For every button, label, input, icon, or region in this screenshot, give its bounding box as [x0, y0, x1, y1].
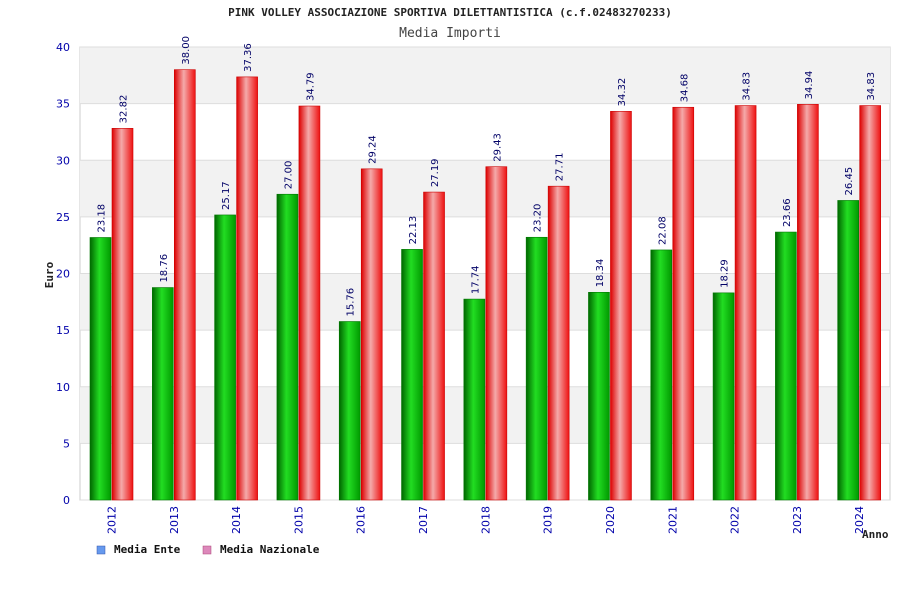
bar-media-nazionale-2023 [797, 104, 819, 501]
bar-media-ente-2023 [775, 231, 797, 501]
x-tick-label-2020: 2020 [604, 506, 617, 534]
bars [89, 69, 881, 501]
data-label-media-ente-2019: 23.20 [533, 204, 544, 233]
y-tick-label: 5 [63, 437, 70, 450]
data-label-media-ente-2018: 17.74 [470, 265, 481, 294]
x-tick-label-2018: 2018 [479, 506, 492, 534]
data-label-media-nazionale-2016: 29.24 [368, 135, 379, 164]
x-tick-label-2022: 2022 [729, 506, 742, 534]
data-label-media-nazionale-2021: 34.68 [679, 74, 690, 103]
y-tick-label: 20 [56, 268, 70, 281]
bar-media-ente-2018 [463, 298, 486, 501]
data-label-media-ente-2022: 18.29 [720, 259, 731, 288]
grid-band [80, 160, 890, 217]
x-tick-label-2017: 2017 [417, 506, 430, 534]
data-label-media-nazionale-2017: 27.19 [430, 158, 441, 187]
bar-media-ente-2014 [214, 214, 236, 501]
bar-media-ente-2012 [89, 237, 112, 501]
y-tick-label: 30 [56, 154, 70, 167]
bar-media-ente-2024 [837, 200, 859, 501]
y-tick-label: 15 [56, 324, 70, 337]
bar-media-nazionale-2018 [485, 166, 508, 501]
data-label-media-nazionale-2024: 34.83 [866, 72, 877, 101]
data-label-media-nazionale-2013: 38.00 [181, 36, 192, 65]
legend: Media Ente Media Nazionale [96, 543, 320, 556]
y-tick-label: 10 [56, 381, 70, 394]
chart-title: PINK VOLLEY ASSOCIAZIONE SPORTIVA DILETT… [228, 6, 672, 19]
data-labels: 23.18 32.82 18.76 38.00 25.17 37.36 27.00 34.79… [97, 36, 878, 317]
bar-media-ente-2015 [276, 193, 299, 501]
bar-media-nazionale-2017 [423, 191, 445, 501]
data-label-media-ente-2014: 25.17 [221, 181, 232, 210]
legend-label-media-nazionale: Media Nazionale [220, 543, 320, 556]
x-tick-label-2019: 2019 [542, 506, 555, 534]
x-tick-label-2012: 2012 [106, 506, 119, 534]
y-axis-ticks: 0 5 10 15 20 25 30 35 40 [56, 41, 70, 507]
data-label-media-ente-2012: 23.18 [97, 204, 108, 233]
bar-media-nazionale-2015 [298, 105, 321, 501]
x-axis-ticks: 2012 2013 2014 2015 2016 2017 2018 2019 2020 2021… [106, 506, 867, 534]
bar-media-ente-2017 [401, 249, 423, 501]
bar-media-nazionale-2014 [236, 76, 258, 501]
legend-swatch-media-nazionale [202, 545, 212, 555]
bar-media-ente-2013 [152, 287, 174, 501]
data-label-media-ente-2021: 22.08 [657, 216, 668, 245]
bar-media-nazionale-2016 [360, 168, 383, 501]
data-label-media-nazionale-2018: 29.43 [492, 133, 503, 162]
x-tick-label-2014: 2014 [230, 506, 243, 534]
bar-media-nazionale-2012 [111, 128, 134, 501]
grid-band [80, 47, 890, 104]
data-label-media-nazionale-2019: 27.71 [555, 153, 566, 182]
x-tick-label-2016: 2016 [355, 506, 368, 534]
x-tick-label-2024: 2024 [853, 506, 866, 534]
data-label-media-ente-2016: 15.76 [346, 288, 357, 317]
bar-media-ente-2022 [712, 292, 735, 501]
data-label-media-ente-2013: 18.76 [159, 254, 170, 283]
y-tick-label: 25 [56, 211, 70, 224]
data-label-media-nazionale-2023: 34.94 [804, 71, 815, 100]
bar-media-nazionale-2024 [859, 105, 881, 501]
data-label-media-nazionale-2022: 34.83 [742, 72, 753, 101]
y-axis-label: Euro [43, 261, 56, 288]
data-label-media-ente-2017: 22.13 [408, 216, 419, 245]
y-tick-label: 35 [56, 98, 70, 111]
x-axis-label: Anno [862, 528, 889, 541]
x-tick-label-2015: 2015 [292, 506, 305, 534]
data-label-media-nazionale-2020: 34.32 [617, 78, 628, 107]
data-label-media-ente-2020: 18.34 [595, 259, 606, 288]
y-tick-label: 40 [56, 41, 70, 54]
data-label-media-ente-2024: 26.45 [844, 167, 855, 196]
data-label-media-nazionale-2012: 32.82 [119, 95, 130, 124]
bar-media-ente-2021 [650, 249, 673, 501]
data-label-media-ente-2023: 23.66 [782, 198, 793, 227]
bar-media-nazionale-2022 [734, 105, 757, 501]
bar-media-ente-2016 [338, 321, 361, 501]
bar-media-ente-2019 [525, 236, 548, 501]
data-label-media-nazionale-2015: 34.79 [305, 72, 316, 101]
legend-swatch-media-ente [96, 545, 106, 555]
bar-media-nazionale-2020 [610, 111, 632, 501]
bar-media-nazionale-2019 [547, 185, 570, 501]
bar-media-nazionale-2021 [672, 106, 695, 501]
x-tick-label-2021: 2021 [666, 506, 679, 534]
chart-subtitle: Media Importi [399, 26, 501, 41]
x-tick-label-2013: 2013 [168, 506, 181, 534]
x-tick-label-2023: 2023 [791, 506, 804, 534]
y-tick-label: 0 [63, 494, 70, 507]
legend-label-media-ente: Media Ente [114, 543, 181, 556]
data-label-media-nazionale-2014: 37.36 [243, 43, 254, 72]
bar-media-nazionale-2013 [174, 69, 196, 501]
data-label-media-ente-2015: 27.00 [283, 161, 294, 190]
bar-media-ente-2020 [588, 291, 610, 501]
